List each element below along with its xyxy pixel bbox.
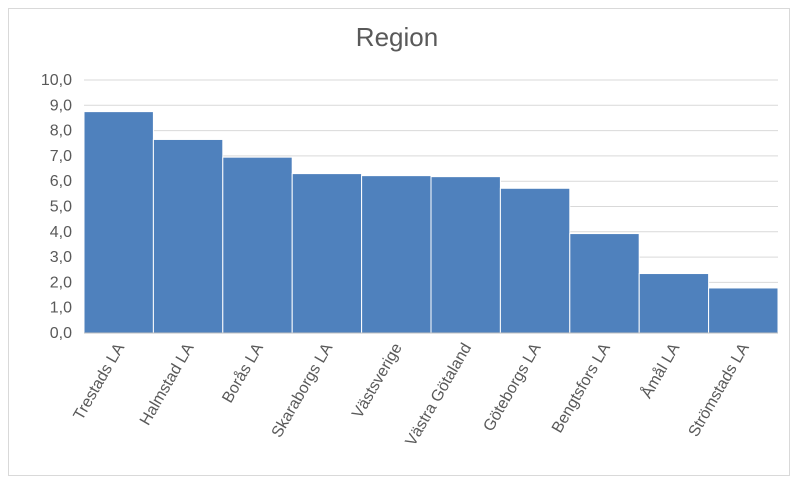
y-tick-label: 1,0 [50,300,72,317]
y-tick-label: 6,0 [50,173,72,190]
x-axis: Trestads LA Halmstad LA Borås LA Skaraborgs… [71,332,778,450]
bar [291,173,363,334]
chart-title: Region [355,22,439,52]
bar [708,287,779,334]
y-tick-label: 10,0 [41,72,72,89]
x-tick-label: Halmstad LA [137,340,198,428]
x-tick-label: Bengtsfors LA [549,340,614,436]
y-tick-label: 0,0 [50,325,72,342]
x-tick-label: Åmål LA [637,339,684,401]
x-tick-label: Skaraborgs LA [269,340,337,440]
y-tick-label: 3,0 [50,249,72,266]
y-tick-label: 2,0 [50,274,72,291]
y-tick-label: 9,0 [50,97,72,114]
bar [638,273,710,334]
y-tick-label: 4,0 [50,224,72,241]
x-tick-label: Strömstads LA [686,340,753,440]
bar [83,111,154,334]
bars [83,111,779,334]
x-tick-label: Borås LA [218,340,267,406]
x-tick-label: Västsverige [349,340,406,421]
y-tick-label: 5,0 [50,199,72,216]
bar [152,138,224,334]
bar [222,156,293,334]
y-tick-label: 8,0 [50,123,72,140]
x-tick-label: Västra Götaland [403,341,476,450]
y-tick-label: 7,0 [50,148,72,165]
bar [499,187,571,334]
bar [430,176,501,334]
bar [569,233,640,334]
y-axis: 0,0 1,0 2,0 3,0 4,0 5,0 6,0 7,0 8,0 9,0 10,0 [41,72,72,342]
bar [361,175,432,334]
x-tick-label: Göteborgs LA [480,340,544,434]
x-tick-label: Trestads LA [71,340,129,423]
